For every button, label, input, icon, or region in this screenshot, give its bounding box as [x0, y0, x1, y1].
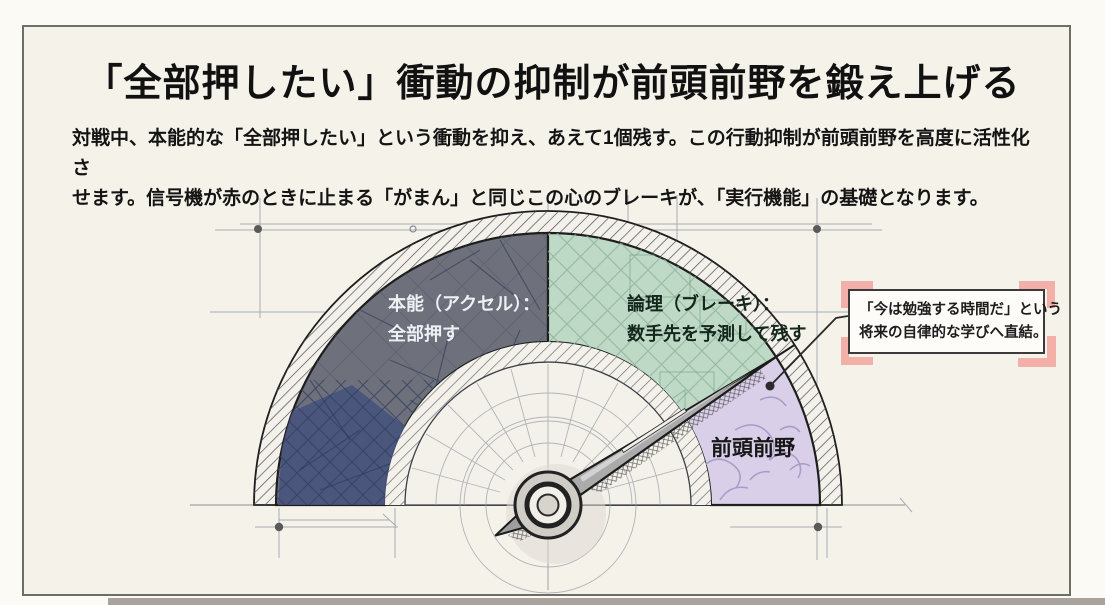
inner-ring-hatch [385, 342, 711, 505]
callout-corner-bracket-top-right [1019, 281, 1055, 308]
callout-box: 「今は勉強する時間だ」という 将来の自律的な学びへ直結。 [848, 289, 1062, 354]
gauge-left-sector-label: 本能（アクセル）： 全部押す [388, 289, 540, 349]
callout-corner-bracket-top-left [841, 281, 873, 308]
callout-anchor-dot [765, 381, 775, 391]
subtitle-line-2: せます。信号機が赤のときに止まる「がまん」と同じこの心のブレーキが、「実行機能」… [72, 188, 989, 209]
right-label-line-2: 数手先を予測して残す [627, 324, 807, 344]
page-title: 「全部押したい」衝動の抑制が前頭前野を鍛え上げる [84, 63, 1021, 105]
sector-boundary-line [775, 344, 796, 358]
grid-registration-dots [254, 225, 823, 532]
callout-line-1: 「今は勉強する時間だ」という [859, 302, 1062, 318]
callout-corner-bracket-bottom-right [1018, 336, 1056, 367]
left-label-line-1: 本能（アクセル）： [388, 294, 541, 314]
callout-corner-bracket-bottom-left [841, 337, 873, 365]
subtitle-line-1: 対戦中、本能的な「全部押したい」という衝動を抑え、あえて1個残す。この行動抑制が… [72, 128, 1030, 179]
callout-connector [765, 315, 849, 391]
right-label-line-1: 論理（ブレーキ）： [627, 294, 780, 314]
brain-texture [699, 396, 811, 501]
callout-line-2: 将来の自律的な学びへ直結。 [859, 325, 1048, 341]
page-bottom-edge [108, 598, 1105, 605]
prefrontal-region-label: 前頭前野 [711, 437, 795, 460]
left-label-line-2: 全部押す [388, 324, 460, 344]
callout: 「今は勉強する時間だ」という 将来の自律的な学びへ直結。 [841, 281, 1062, 367]
gauge-hub [513, 470, 583, 540]
page-subtitle: 対戦中、本能的な「全部押したい」という衝動を抑え、あえて1個残す。この行動抑制が… [72, 124, 1032, 214]
gauge-right-sector-label: 論理（ブレーキ）： 数手先を予測して残す [627, 289, 806, 349]
